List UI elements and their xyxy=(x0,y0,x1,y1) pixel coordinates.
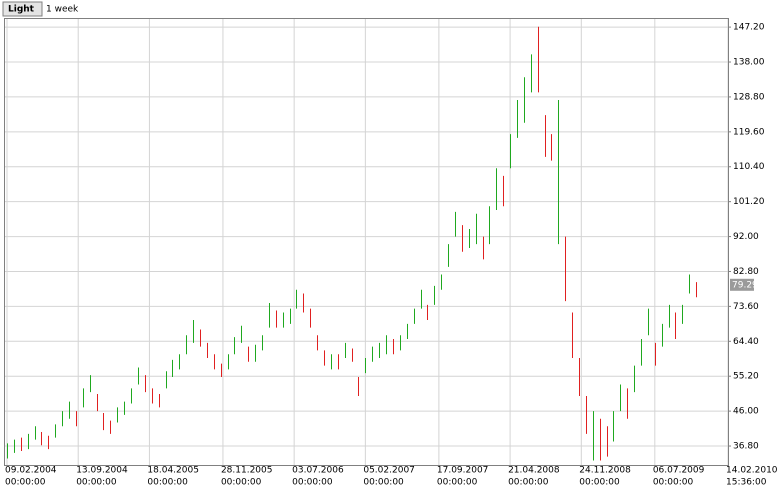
x-tick-label: 05.02.2007 xyxy=(363,466,415,476)
x-tick-label: 17.09.2007 xyxy=(437,466,489,476)
x-tick-time: 00:00:00 xyxy=(437,478,478,488)
x-tick-time: 00:00:00 xyxy=(653,478,694,488)
y-tick-label: 101.20 xyxy=(733,197,765,207)
y-tick-label: 82.80 xyxy=(733,267,759,277)
plot-border xyxy=(4,18,729,466)
x-tick-label: 03.07.2006 xyxy=(292,466,344,476)
y-tick-label: 110.40 xyxy=(733,162,765,172)
light-button[interactable] xyxy=(2,1,43,17)
x-tick-time: 00:00:00 xyxy=(579,478,620,488)
x-tick-label: 28.11.2005 xyxy=(221,466,273,476)
x-tick-time: 00:00:00 xyxy=(508,478,549,488)
x-tick-label: 06.07.2009 xyxy=(653,466,705,476)
x-tick-time: 00:00:00 xyxy=(5,478,46,488)
x-tick-time: 00:00:00 xyxy=(292,478,333,488)
x-tick-time: 00:00:00 xyxy=(363,478,404,488)
x-tick-label: 24.11.2008 xyxy=(579,466,631,476)
last-value-box xyxy=(730,278,754,291)
x-tick-time: 00:00:00 xyxy=(221,478,262,488)
x-tick-label: 14.02.2010 xyxy=(726,466,777,476)
y-tick-label: 55.20 xyxy=(733,372,759,382)
x-tick-time: 00:00:00 xyxy=(147,478,188,488)
y-tick-label: 138.00 xyxy=(733,58,765,68)
last-value-label: 79.29 xyxy=(732,280,758,290)
button-label[interactable]: Light xyxy=(8,5,35,15)
y-tick-label: 73.60 xyxy=(733,302,759,312)
y-tick-label: 92.00 xyxy=(733,232,759,242)
y-tick-label: 119.60 xyxy=(733,127,765,137)
x-tick-label: 09.02.2004 xyxy=(5,466,57,476)
y-tick-label: 147.20 xyxy=(733,23,765,33)
x-tick-label: 13.09.2004 xyxy=(76,466,128,476)
y-tick-label: 36.80 xyxy=(733,442,759,452)
x-tick-time: 15:36:00 xyxy=(726,478,767,488)
x-tick-time: 00:00:00 xyxy=(76,478,117,488)
y-tick-label: 128.80 xyxy=(733,92,765,102)
x-tick-label: 18.04.2005 xyxy=(147,466,199,476)
y-tick-label: 64.40 xyxy=(733,337,759,347)
y-tick-label: 46.00 xyxy=(733,407,759,417)
x-tick-label: 21.04.2008 xyxy=(508,466,560,476)
period-label: 1 week xyxy=(46,5,79,15)
